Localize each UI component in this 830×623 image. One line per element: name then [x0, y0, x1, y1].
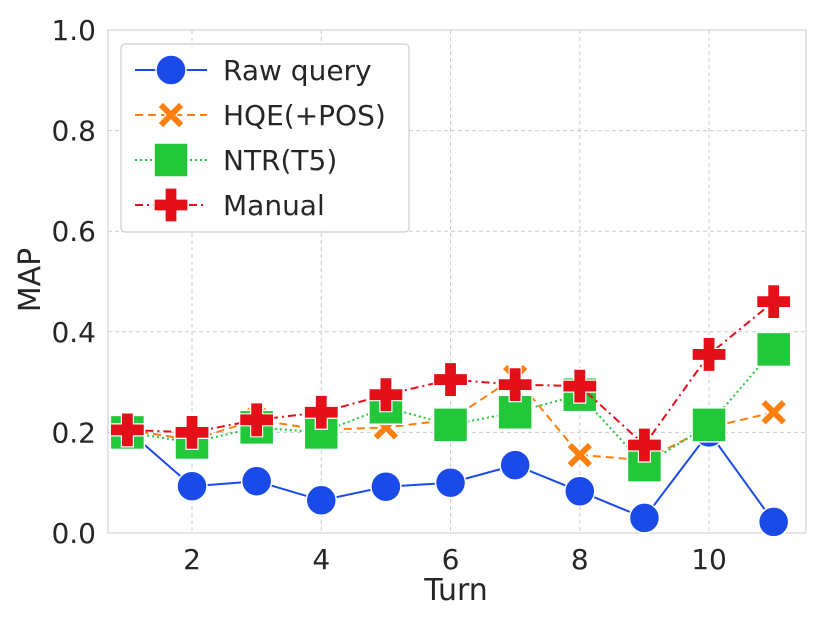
legend-item: Raw query: [135, 54, 372, 87]
data-point: [174, 414, 210, 450]
x-tick-label: 6: [442, 543, 460, 576]
data-point: [176, 470, 208, 502]
x-axis-ticks: 2 4 6 8 10: [183, 543, 727, 576]
data-point: [109, 412, 145, 448]
x-tick-label: 10: [691, 543, 727, 576]
y-tick-label: 0.4: [51, 316, 96, 349]
legend-marker: [153, 187, 189, 223]
y-tick-label: 0.0: [51, 517, 96, 550]
data-point: [755, 331, 792, 368]
y-tick-label: 0.8: [51, 115, 96, 148]
data-point: [757, 506, 790, 538]
data-point: [691, 336, 727, 373]
series-manual: [109, 284, 792, 463]
legend-label: Raw query: [223, 54, 372, 87]
legend-label: Manual: [223, 189, 325, 222]
legend: Raw query HQE(+POS) NTR(T5) Manual: [120, 43, 410, 233]
data-point: [759, 398, 788, 427]
data-point: [239, 402, 275, 438]
data-point: [626, 427, 663, 463]
series-layer: [109, 284, 792, 538]
data-point: [432, 407, 469, 443]
data-point: [432, 361, 469, 398]
x-tick-label: 2: [183, 543, 201, 576]
data-point: [434, 466, 467, 499]
data-point: [565, 441, 594, 469]
data-point: [305, 484, 338, 517]
legend-label: HQE(+POS): [223, 99, 386, 132]
x-tick-label: 4: [312, 543, 330, 576]
data-point: [562, 368, 598, 404]
data-point: [303, 394, 339, 430]
legend-item: NTR(T5): [135, 142, 337, 178]
series-line: [127, 348, 775, 467]
data-point: [240, 465, 273, 497]
plot-border: [107, 29, 807, 534]
y-tick-label: 0.6: [51, 215, 96, 248]
data-point: [370, 470, 402, 503]
legend-label: NTR(T5): [223, 144, 337, 177]
legend-marker: [157, 101, 185, 129]
x-tick-label: 8: [571, 543, 589, 576]
y-tick-label: 0.2: [51, 416, 96, 449]
data-point: [756, 284, 792, 320]
plot-frame: [107, 29, 807, 534]
x-axis-label: Turn: [423, 573, 488, 608]
data-point: [564, 475, 596, 508]
legend-box: [120, 43, 410, 233]
legend-marker: [155, 54, 187, 86]
legend-item: Manual: [135, 187, 325, 223]
legend-marker: [153, 142, 189, 178]
y-axis-ticks: 0.0 0.2 0.4 0.6 0.8 1.0: [51, 14, 96, 550]
data-point: [497, 367, 533, 403]
legend-item: HQE(+POS): [135, 99, 386, 132]
data-point: [368, 377, 404, 413]
data-point: [691, 407, 727, 443]
y-axis-label: MAP: [13, 248, 48, 313]
data-point: [499, 449, 531, 481]
y-tick-label: 1.0: [51, 14, 96, 47]
data-point: [628, 502, 661, 534]
